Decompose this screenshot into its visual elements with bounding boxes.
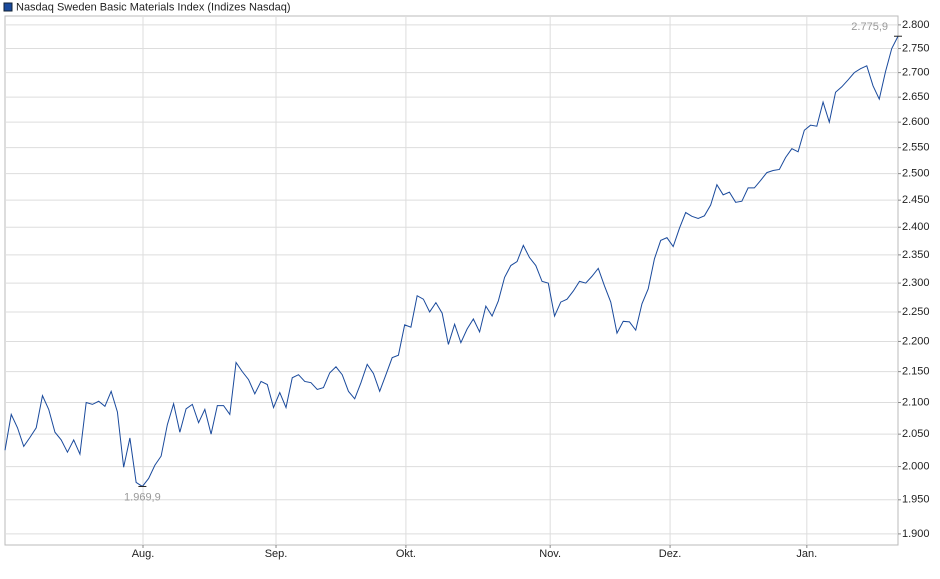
y-tick-label: 2.200 [902, 335, 930, 347]
y-tick-label: 2.550 [902, 142, 930, 154]
y-tick-label: 2.250 [902, 306, 930, 318]
y-tick-label: 2.100 [902, 396, 930, 408]
y-tick-label: 2.400 [902, 221, 930, 233]
plot-area [4, 15, 899, 546]
y-tick-label: 2.050 [902, 428, 930, 440]
y-tick-label: 2.450 [902, 194, 930, 206]
x-tick-label: Sep. [265, 548, 288, 560]
y-tick-label: 2.500 [902, 168, 930, 180]
y-tick-label: 2.150 [902, 366, 930, 378]
annotation: 1.969,9 [124, 491, 161, 503]
y-tick-label: 2.650 [902, 91, 930, 103]
y-tick-label: 2.300 [902, 277, 930, 289]
y-tick-label: 2.600 [902, 116, 930, 128]
y-tick-label: 2.750 [902, 42, 930, 54]
legend-label: Nasdaq Sweden Basic Materials Index (Ind… [16, 1, 291, 13]
x-tick-label: Aug. [132, 548, 155, 560]
y-tick-label: 2.000 [902, 460, 930, 472]
y-tick-label: 2.700 [902, 67, 930, 79]
annotation: 2.775,9 [851, 21, 888, 33]
legend-swatch [3, 2, 13, 12]
y-tick-label: 1.900 [902, 528, 930, 540]
x-tick-label: Jan. [796, 548, 817, 560]
x-tick-label: Okt. [396, 548, 416, 560]
line [4, 35, 899, 488]
y-tick-label: 1.950 [902, 494, 930, 506]
y-tick-label: 2.350 [902, 249, 930, 261]
x-tick-label: Nov. [539, 548, 561, 560]
y-tick-label: 2.800 [902, 19, 930, 31]
x-tick-label: Dez. [659, 548, 682, 560]
